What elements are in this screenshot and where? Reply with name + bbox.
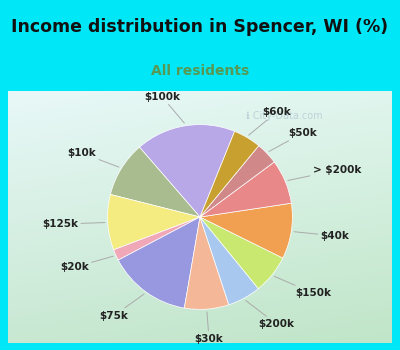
Wedge shape bbox=[108, 195, 200, 250]
Text: $200k: $200k bbox=[246, 301, 294, 329]
Text: $20k: $20k bbox=[60, 256, 113, 272]
Text: Income distribution in Spencer, WI (%): Income distribution in Spencer, WI (%) bbox=[12, 18, 388, 36]
Wedge shape bbox=[200, 162, 291, 217]
Text: $150k: $150k bbox=[274, 276, 331, 298]
Text: $10k: $10k bbox=[67, 148, 119, 167]
Text: $30k: $30k bbox=[194, 312, 223, 344]
Text: ℹ City-Data.com: ℹ City-Data.com bbox=[246, 111, 323, 121]
Wedge shape bbox=[140, 125, 235, 217]
Text: $50k: $50k bbox=[269, 128, 317, 152]
Text: $125k: $125k bbox=[42, 219, 105, 229]
Wedge shape bbox=[200, 131, 259, 217]
Wedge shape bbox=[110, 147, 200, 217]
Wedge shape bbox=[200, 203, 292, 258]
Text: $75k: $75k bbox=[100, 294, 144, 321]
Wedge shape bbox=[118, 217, 200, 308]
Wedge shape bbox=[200, 217, 283, 289]
Wedge shape bbox=[200, 217, 258, 305]
Text: $40k: $40k bbox=[294, 231, 349, 241]
Text: > $200k: > $200k bbox=[288, 165, 361, 181]
Wedge shape bbox=[184, 217, 229, 309]
Wedge shape bbox=[200, 146, 274, 217]
Text: All residents: All residents bbox=[151, 64, 249, 78]
Text: $100k: $100k bbox=[144, 92, 184, 123]
Wedge shape bbox=[114, 217, 200, 260]
Text: $60k: $60k bbox=[249, 107, 291, 135]
